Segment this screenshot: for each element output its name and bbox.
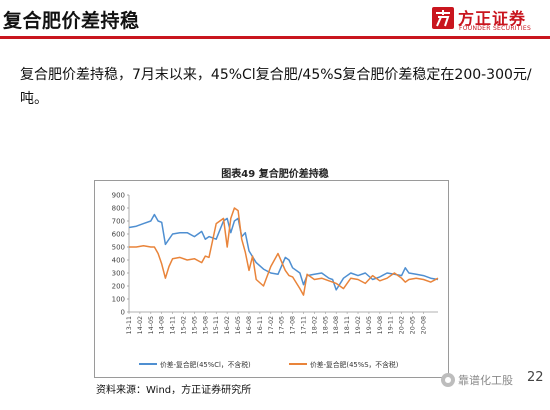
line-chart: 0 100 200 300 400 500 600 700 800 900 13-11 14-02 14… [112,192,439,369]
y-tick-label: 700 [112,218,125,226]
x-tick-label: 15-02 [181,316,188,334]
y-tick-label: 800 [112,205,125,213]
header-divider [0,36,550,39]
legend-label-2: 价差-复合肥(45%S，不含税) [310,360,399,369]
x-tick-label: 16-02 [224,316,231,334]
series-line-2 [129,207,439,296]
y-tick-label: 300 [112,270,125,278]
x-tick-label: 14-05 [148,316,155,334]
x-tick-label: 17-08 [290,316,297,334]
page-number: 22 [527,370,544,385]
x-tick-label: 14-02 [137,316,144,334]
x-tick-label: 18-08 [333,316,340,334]
y-tick-label: 500 [112,244,125,252]
wechat-icon [441,373,455,387]
x-tick-label: 19-08 [377,316,384,334]
company-logo: 方正证券 FOUNDER SECURITIES [432,5,548,35]
series-line-1 [128,213,439,291]
x-tick-label: 16-08 [246,316,253,334]
x-tick-label: 19-02 [355,316,362,334]
x-tick-label: 19-11 [388,316,395,334]
x-tick-label: 20-05 [410,316,417,334]
chart-title: 图表49 复合肥价差持稳 [221,169,329,180]
x-tick-label: 17-02 [268,316,275,334]
watermark-text: 靠谱化工股 [458,374,513,387]
x-tick-label: 17-11 [300,316,307,334]
source-note: 资料来源：Wind，方正证券研究所 [96,385,252,396]
legend-label-1: 价差-复合肥(45%Cl，不含税) [160,360,251,369]
x-tick-label: 19-05 [366,316,373,334]
x-tick-label: 18-11 [344,316,351,334]
x-tick-label: 18-02 [311,316,318,334]
y-tick-label: 200 [112,283,125,291]
x-tick-label: 15-05 [191,316,198,334]
y-tick-label: 600 [112,231,125,239]
x-tick-label: 20-08 [420,316,427,334]
x-tick-label: 15-08 [202,316,209,334]
founder-logo-icon [432,7,454,29]
x-tick-label: 14-11 [170,316,177,334]
x-tick-label: 18-05 [322,316,329,334]
x-tick-label: 14-08 [159,316,166,334]
x-tick-label: 16-05 [235,316,242,334]
y-tick-label: 900 [112,192,125,200]
logo-text-cn: 方正证券 [458,9,527,28]
x-tick-label: 17-05 [279,316,286,334]
y-tick-label: 100 [112,296,125,304]
y-tick-label: 0 [121,309,125,317]
y-tick-label: 400 [112,257,125,265]
watermark: 靠谱化工股 [441,372,513,388]
x-tick-label: 16-11 [257,316,264,334]
chart-frame: 0 100 200 300 400 500 600 700 800 900 13-11 14-02 14… [94,180,449,378]
x-tick-label: 15-11 [213,316,220,334]
summary-paragraph: 复合肥价差持稳，7月末以来，45%Cl复合肥/45%S复合肥价差稳定在200-3… [20,67,532,107]
page-title: 复合肥价差持稳 [3,10,140,32]
logo-text-en: FOUNDER SECURITIES [459,25,532,32]
x-tick-label: 13-11 [126,316,133,334]
x-tick-label: 20-02 [399,316,406,334]
